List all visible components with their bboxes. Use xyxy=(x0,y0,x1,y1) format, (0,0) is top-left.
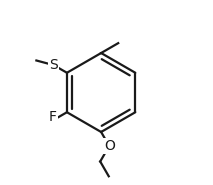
Text: F: F xyxy=(49,110,57,124)
Text: S: S xyxy=(49,58,58,72)
Text: O: O xyxy=(104,139,115,153)
